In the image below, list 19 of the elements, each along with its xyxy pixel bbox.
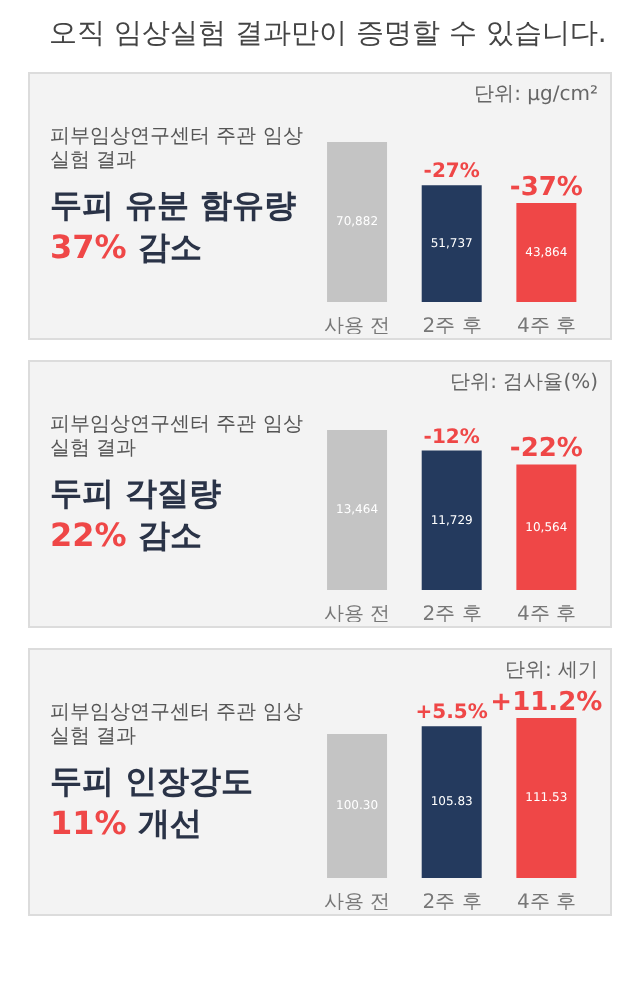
text: 두피 인장강도 — [50, 762, 256, 804]
text: 오직 임상실험 결과만이 증명할 수 있습니다. — [47, 16, 609, 52]
text: 11% 개선 — [50, 804, 204, 846]
chart-subtitle: 피부임상연구센터 주관 임상실험 결과 — [50, 126, 305, 174]
chart-subtitle: 피부임상연구센터 주관 임상실험 결과 — [50, 702, 305, 750]
text: 단위: 세기 — [504, 658, 598, 684]
text: 단위: μg/cm² — [474, 82, 598, 108]
chart-subtitle: 피부임상연구센터 주관 임상실험 결과 — [50, 414, 305, 462]
text: 37% 감소 — [50, 228, 204, 270]
annotation: -12% — [423, 426, 480, 449]
annotation: +5.5% — [415, 702, 488, 725]
annotation: +11.2% — [490, 688, 603, 718]
annotation: -22% — [509, 434, 583, 465]
annotation: -27% — [423, 161, 480, 184]
text: 두피 각질량 — [50, 474, 224, 516]
text: 두피 유분 함유량 — [50, 186, 299, 228]
text: 단위: 검사율(%) — [450, 370, 598, 396]
annotation: -37% — [509, 172, 583, 203]
text: 22% 감소 — [50, 516, 204, 558]
